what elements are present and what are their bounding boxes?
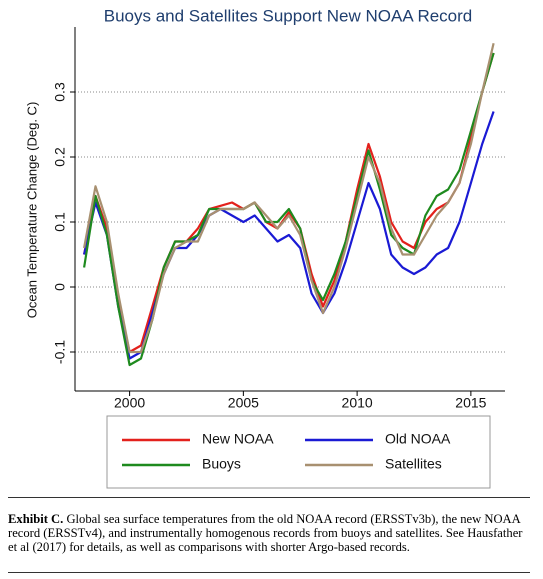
x-tick-label: 2005 — [228, 395, 259, 411]
y-axis-label: Ocean Temperature Change (Deg. C) — [24, 102, 39, 319]
series-line — [83, 43, 495, 354]
series-line — [83, 111, 495, 360]
y-tick-label: -0.1 — [52, 340, 68, 364]
y-tick-label: 0 — [52, 283, 68, 291]
legend-label: Buoys — [202, 456, 241, 472]
series-line — [83, 52, 495, 367]
caption-label: Exhibit C. — [8, 512, 64, 526]
legend-label: New NOAA — [202, 431, 274, 447]
caption: Exhibit C. Global sea surface temperatur… — [8, 497, 530, 573]
x-tick-label: 2010 — [342, 395, 373, 411]
y-tick-label: 0.1 — [52, 212, 68, 232]
legend-box — [106, 415, 491, 489]
legend-label: Old NOAA — [385, 431, 451, 447]
x-tick-label: 2000 — [114, 395, 145, 411]
chart: Buoys and Satellites Support New NOAA Re… — [24, 6, 505, 489]
y-tick-label: 0.2 — [52, 147, 68, 167]
series-line — [83, 52, 495, 354]
y-tick-label: 0.3 — [52, 82, 68, 102]
x-tick-label: 2015 — [455, 395, 486, 411]
caption-text: Global sea surface temperatures from the… — [8, 512, 523, 554]
legend-label: Satellites — [385, 456, 442, 472]
chart-title: Buoys and Satellites Support New NOAA Re… — [104, 6, 473, 25]
